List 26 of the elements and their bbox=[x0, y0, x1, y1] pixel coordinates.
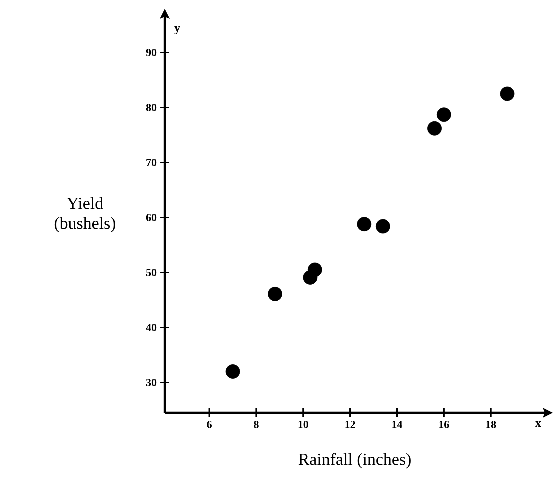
y-tick-label: 50 bbox=[146, 269, 157, 276]
x-tick-label: 12 bbox=[346, 420, 356, 428]
x-tick-label: 6 bbox=[207, 420, 212, 428]
y-axis-title: Yield (bushels) bbox=[54, 197, 116, 233]
point bbox=[308, 262, 322, 278]
x-tick-label: 14 bbox=[392, 420, 402, 428]
x-tick-label: 18 bbox=[486, 420, 496, 428]
x-tick-label: 16 bbox=[440, 420, 450, 428]
text: x bbox=[536, 421, 542, 427]
point bbox=[357, 217, 372, 232]
x-tick-label: 10 bbox=[298, 420, 308, 428]
y-tick-label: 90 bbox=[146, 49, 157, 56]
annotation: y bbox=[174, 26, 180, 35]
y-tick-label: 80 bbox=[146, 104, 157, 112]
y-tick-label: 60 bbox=[146, 214, 157, 222]
point bbox=[226, 364, 240, 379]
y-tick-label: 30 bbox=[146, 379, 157, 386]
y-tick-label: 40 bbox=[146, 324, 157, 332]
point bbox=[268, 286, 282, 302]
point bbox=[428, 121, 442, 136]
y-tick-label: 70 bbox=[146, 159, 157, 166]
x-axis-title: Rainfall (inches) bbox=[298, 453, 411, 469]
point bbox=[500, 86, 515, 102]
x-tick-label: 8 bbox=[254, 420, 259, 428]
point bbox=[376, 219, 390, 234]
point bbox=[436, 108, 452, 122]
